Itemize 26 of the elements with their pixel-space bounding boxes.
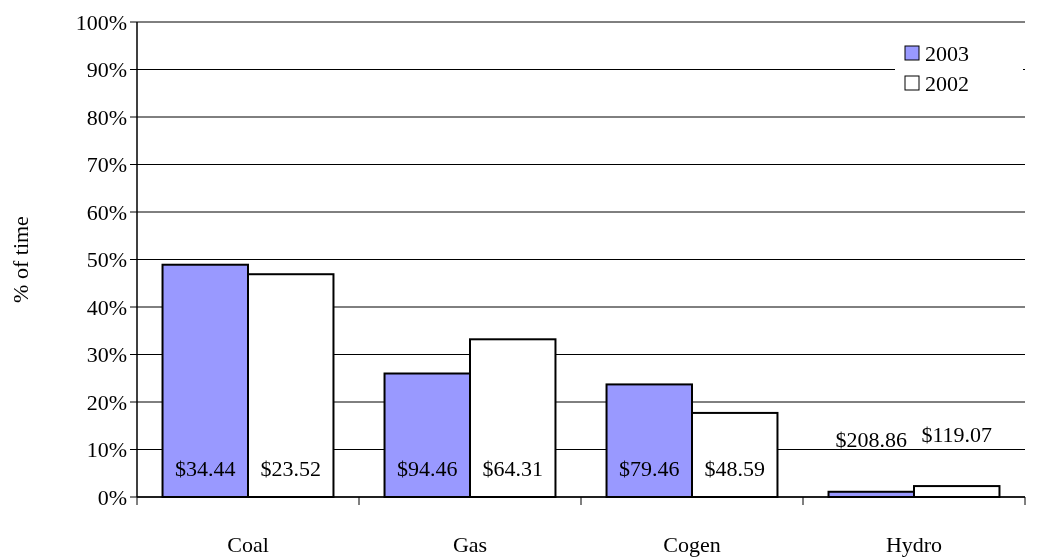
annotation: $94.46 xyxy=(397,456,458,482)
y-tick-label: 60% xyxy=(86,199,127,225)
y-tick-label: 80% xyxy=(86,104,127,130)
annotation: $119.07 xyxy=(921,421,993,447)
annotation: $34.44 xyxy=(175,456,236,482)
y-tick-label: 40% xyxy=(86,294,127,320)
annotation: $23.52 xyxy=(260,456,321,482)
x-tick-label: Hydro xyxy=(885,532,943,557)
legend-label: 2002 xyxy=(925,70,969,96)
x-tick-label: Coal xyxy=(227,532,269,557)
x-tick-label: Gas xyxy=(452,532,488,557)
y-tick-label: 10% xyxy=(86,437,127,463)
y-tick-label: 90% xyxy=(86,57,127,83)
y-tick-label: 0% xyxy=(97,484,127,510)
y-tick-label: 20% xyxy=(86,389,127,415)
y-tick-label: 70% xyxy=(86,152,127,178)
legend-label: 2003 xyxy=(925,40,969,66)
y-tick-label: 50% xyxy=(86,247,127,273)
y-tick-label: 30% xyxy=(86,342,127,368)
annotation: $79.46 xyxy=(619,456,680,482)
annotation: $64.31 xyxy=(482,456,543,482)
annotation: $208.86 xyxy=(835,427,908,453)
y-axis-title: % of time xyxy=(8,216,33,303)
y-tick-label: 100% xyxy=(75,9,127,35)
annotation: $48.59 xyxy=(704,456,765,482)
x-tick-label: Cogen xyxy=(663,532,721,557)
